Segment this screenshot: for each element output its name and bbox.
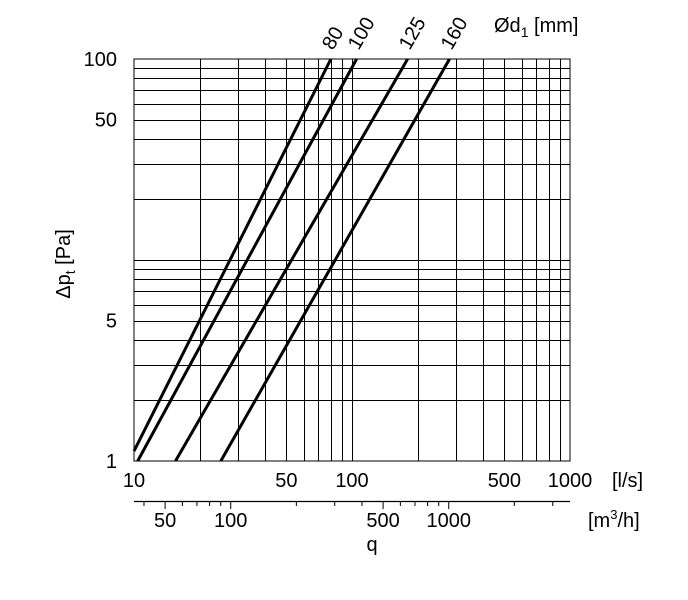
x-tick-label: 50: [275, 470, 297, 492]
y-tick-label: 5: [106, 311, 117, 333]
series-label-100: 100: [344, 14, 380, 54]
series-line-80: [132, 58, 333, 452]
x2-axis-unit: [m3/h]: [588, 507, 640, 532]
chart-axes: 1 5 50 100 10 50 100 500 1000 [l/s] 50 100 500 1000 [m…: [53, 49, 643, 556]
x-tick-label: 500: [488, 470, 521, 492]
x-tick-label: 100: [335, 470, 368, 492]
chart-grid: [134, 59, 570, 461]
x2-tick-label: 100: [214, 510, 247, 532]
chart-series: [132, 58, 451, 462]
x-tick-label: 10: [123, 470, 145, 492]
x-axis-label: q: [366, 534, 377, 556]
series-line-125: [174, 58, 409, 462]
plot-frame: [133, 58, 571, 462]
x-tick-label: 1000: [548, 470, 593, 492]
y-tick-label: 50: [95, 110, 117, 132]
series-label-80: 80: [318, 23, 348, 53]
x2-tick-label: 500: [366, 510, 399, 532]
x2-tick-label: 50: [154, 510, 176, 532]
y-tick-label: 1: [106, 451, 117, 473]
series-label-125: 125: [395, 14, 431, 54]
x-axis-unit: [l/s]: [612, 470, 643, 492]
series-label-160: 160: [437, 14, 473, 54]
series-line-100: [136, 58, 358, 462]
y-tick-label: 100: [84, 49, 117, 71]
x2-tick-label: 1000: [426, 510, 471, 532]
series-line-160: [219, 58, 451, 462]
legend-title: Ød1 [mm]: [494, 15, 578, 40]
y-axis-label: Δpt [Pa]: [53, 229, 78, 299]
